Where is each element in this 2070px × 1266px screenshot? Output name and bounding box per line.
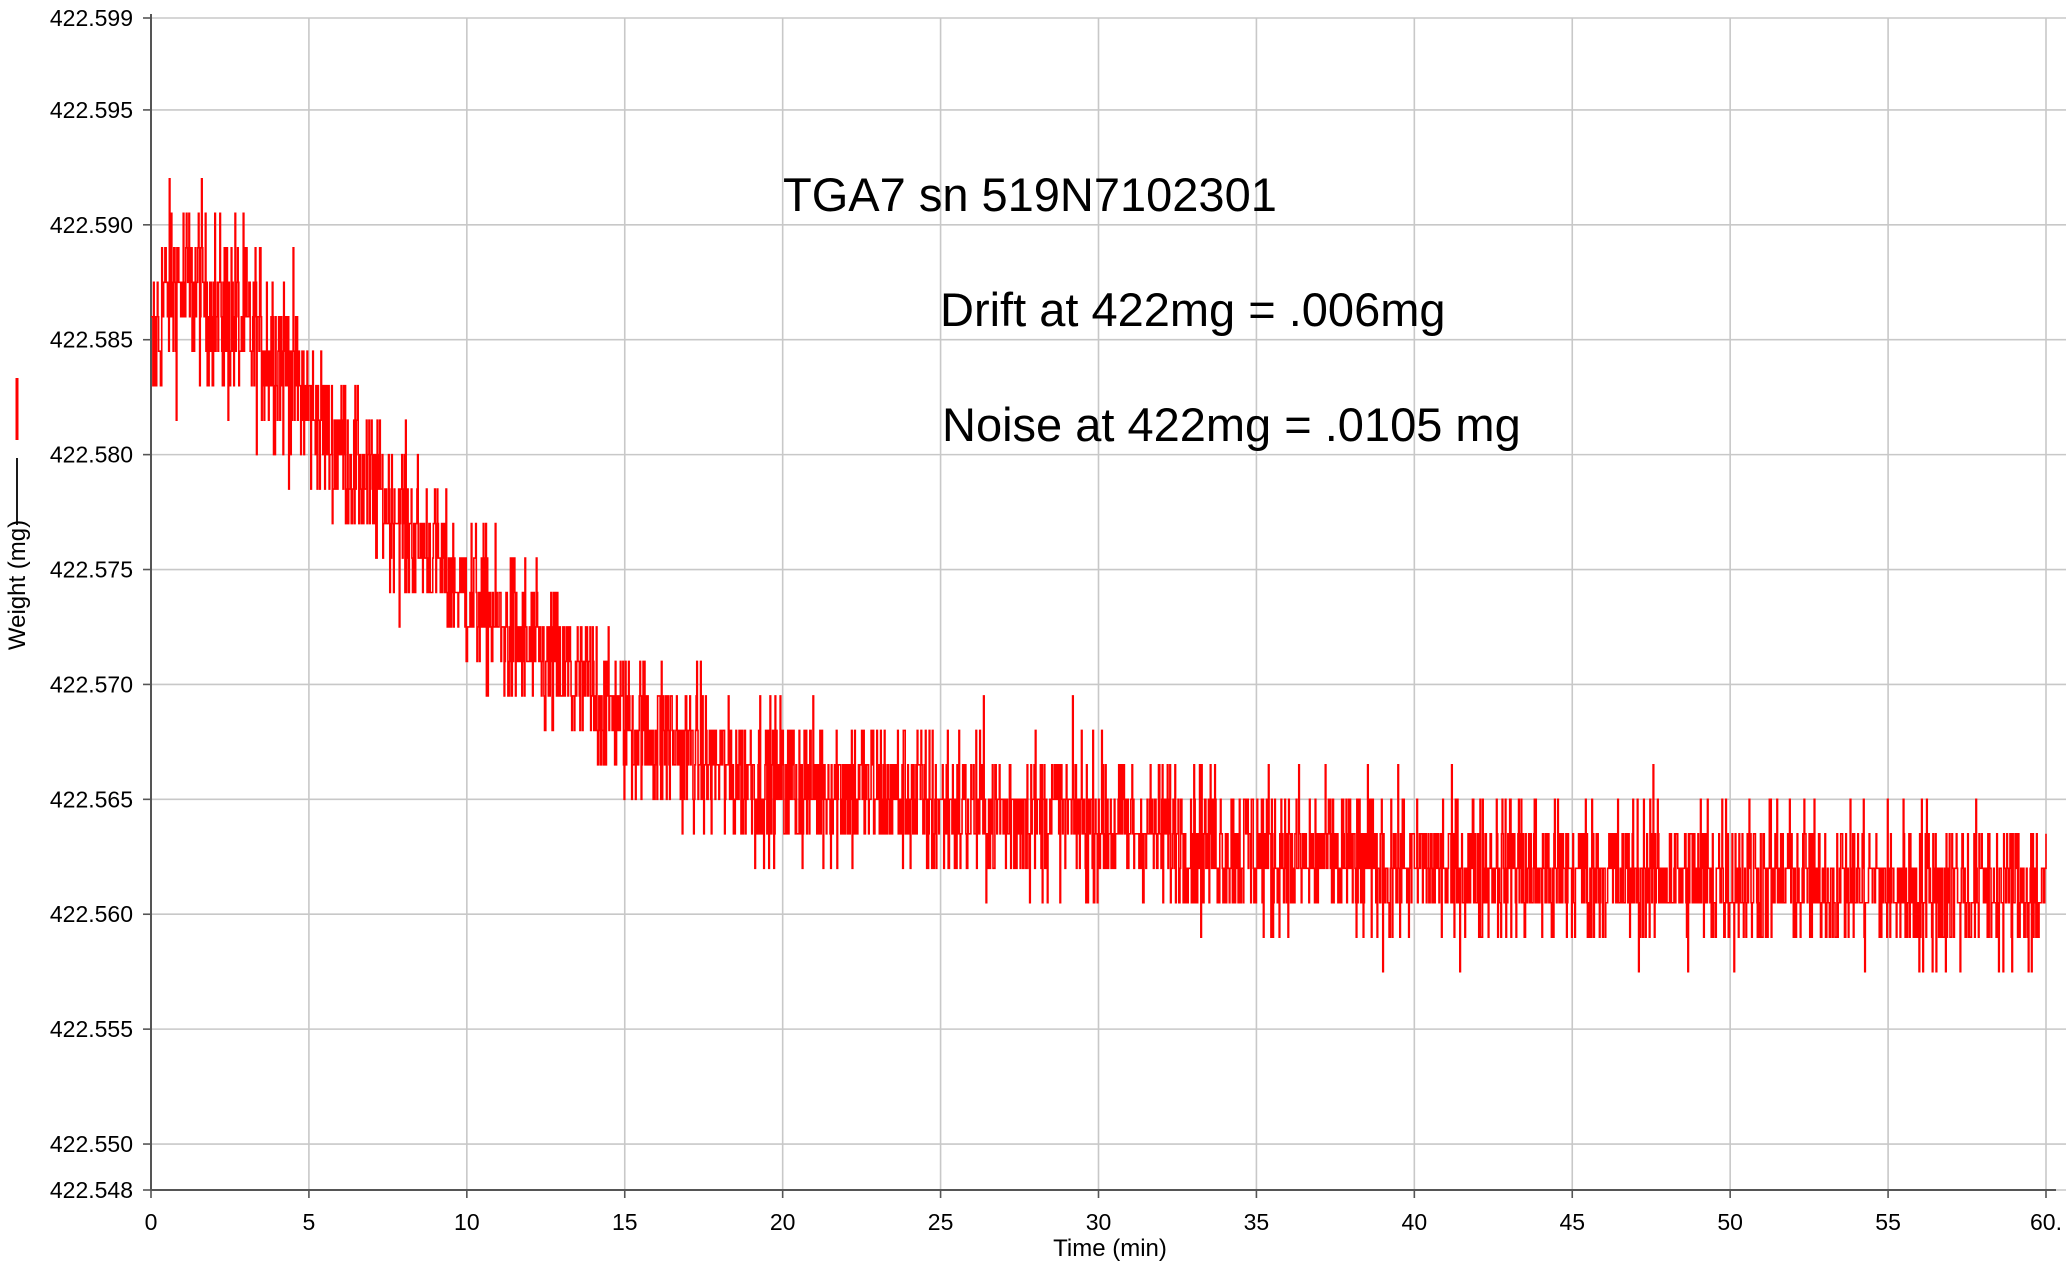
x-tick-label: 50 [1717, 1209, 1743, 1235]
y-tick-label: 422.555 [50, 1016, 133, 1042]
label-layer: 422.599 422.595 422.590 422.585 422.580 422.5… [50, 5, 2062, 1235]
x-tick-label: 10 [454, 1209, 480, 1235]
x-tick-label: 35 [1244, 1209, 1270, 1235]
x-tick-label: 25 [928, 1209, 954, 1235]
series-layer [151, 178, 2047, 973]
weight-series-line [151, 178, 2047, 973]
annotation-noise: Noise at 422mg = .0105 mg [942, 398, 1521, 451]
x-axis-title: Time (min) [1053, 1235, 1167, 1262]
x-tick-label: 15 [612, 1209, 638, 1235]
y-axis-title: Weight (mg) [4, 520, 31, 650]
x-tick-label: 40 [1402, 1209, 1428, 1235]
y-tick-label: 422.560 [50, 901, 133, 927]
y-tick-label: 422.548 [50, 1177, 133, 1203]
y-tick-label: 422.595 [50, 97, 133, 123]
x-tick-label: 0 [145, 1209, 158, 1235]
x-tick-label: 30 [1086, 1209, 1112, 1235]
y-tick-label: 422.599 [50, 5, 133, 31]
y-tick-label: 422.575 [50, 557, 133, 583]
annotation-instrument: TGA7 sn 519N7102301 [783, 168, 1277, 221]
x-tick-label: 60. [2030, 1209, 2062, 1235]
y-tick-label: 422.550 [50, 1131, 133, 1157]
x-tick-label: 45 [1559, 1209, 1585, 1235]
x-tick-label: 5 [303, 1209, 316, 1235]
annotation-drift: Drift at 422mg = .006mg [940, 283, 1446, 336]
y-tick-label: 422.585 [50, 327, 133, 353]
y-tick-label: 422.570 [50, 671, 133, 697]
y-tick-label: 422.590 [50, 212, 133, 238]
x-tick-label: 20 [770, 1209, 796, 1235]
y-tick-label: 422.580 [50, 442, 133, 468]
x-tick-label: 55 [1875, 1209, 1901, 1235]
y-tick-label: 422.565 [50, 786, 133, 812]
axis-layer [143, 14, 2056, 1198]
